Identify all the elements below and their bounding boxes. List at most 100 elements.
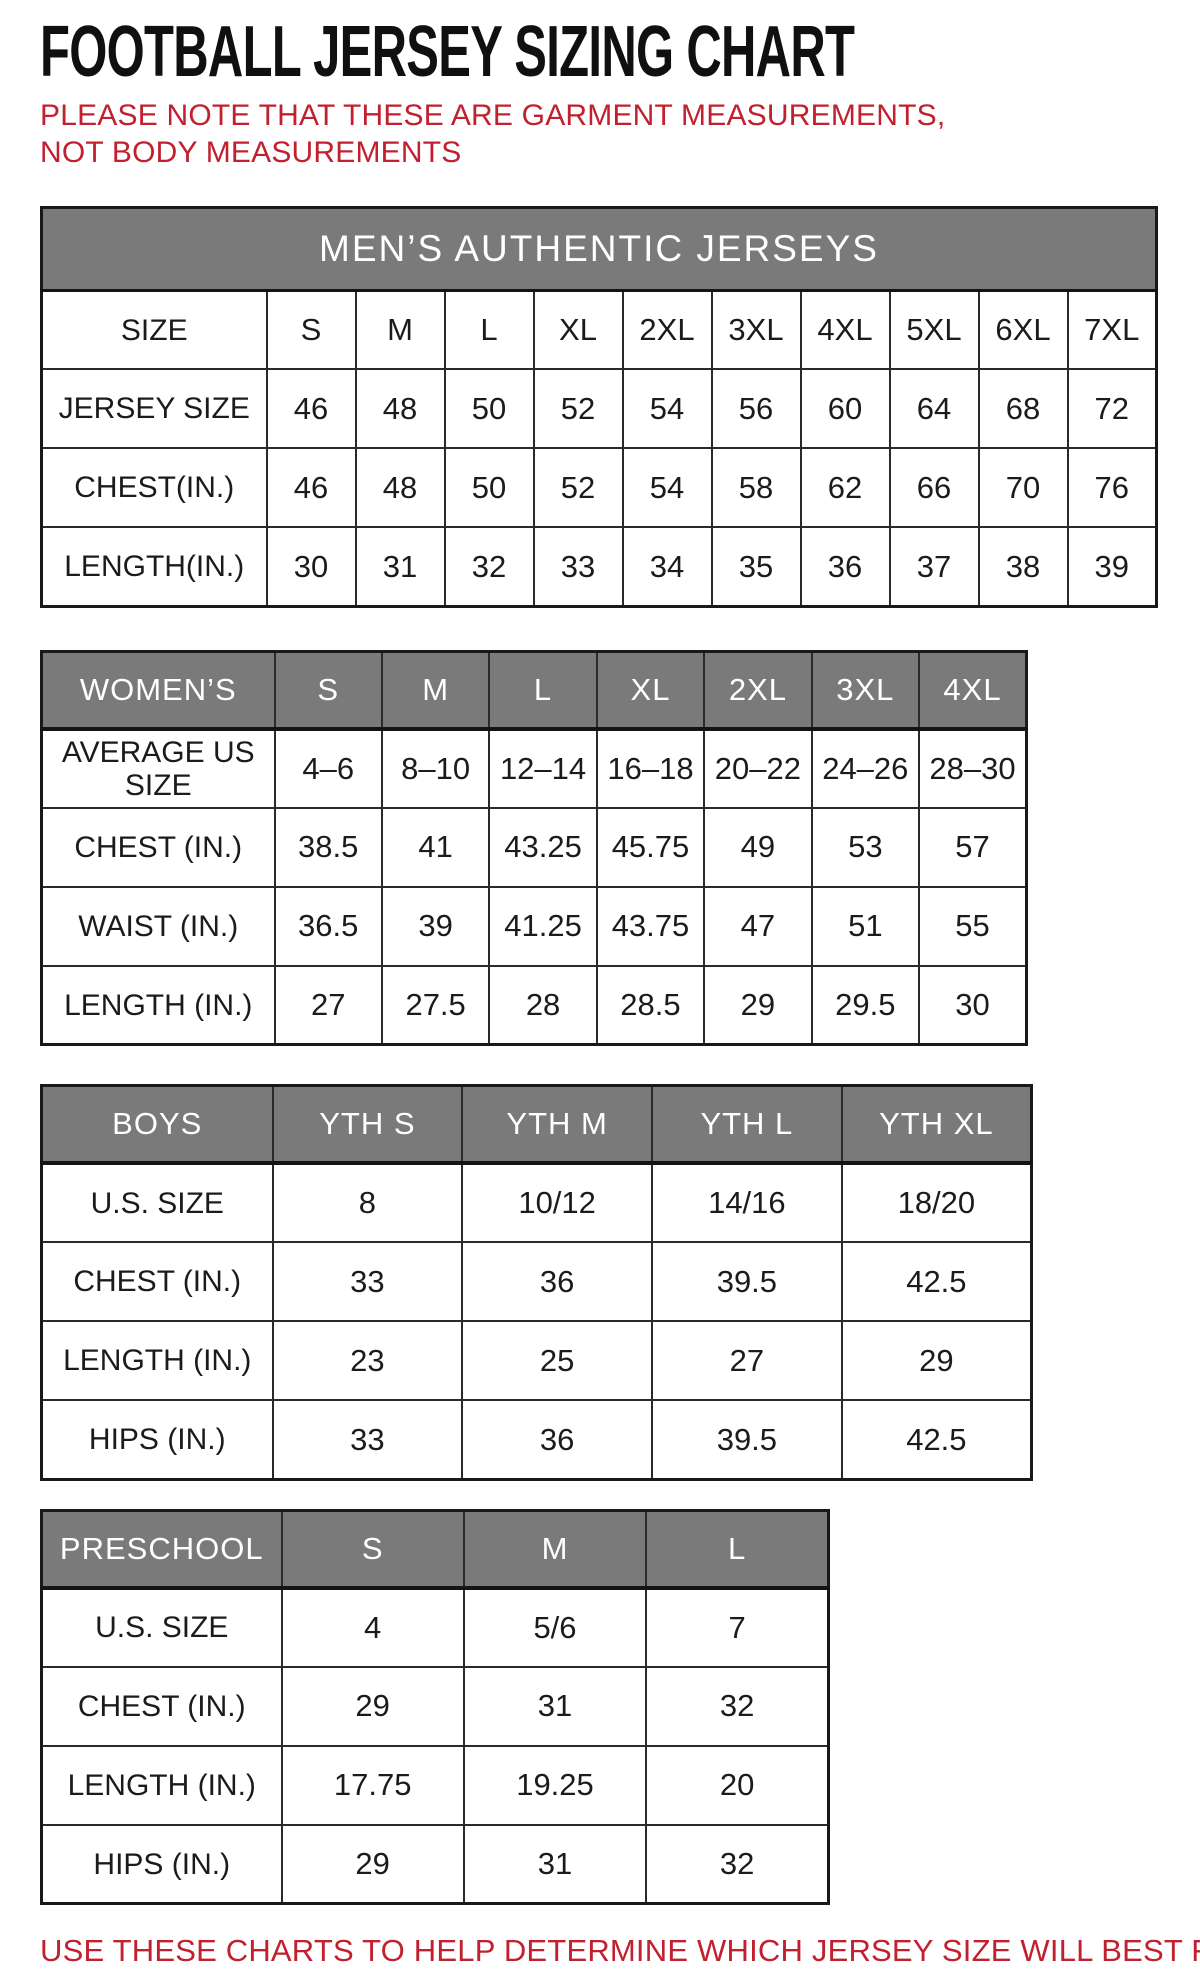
cell-value: 72 bbox=[1066, 368, 1158, 450]
row-label: SIZE bbox=[40, 289, 268, 371]
cell-value: 28 bbox=[488, 964, 598, 1046]
cell-value: S bbox=[265, 289, 357, 371]
table-row: LENGTH (IN.) 27 27.5 28 28.5 29 29.5 30 bbox=[40, 964, 1028, 1046]
cell-value: 37 bbox=[888, 526, 980, 608]
cell-value: 29 bbox=[280, 1665, 465, 1747]
cell-value: 36.5 bbox=[273, 885, 383, 967]
cell-value: 42.5 bbox=[840, 1241, 1033, 1323]
cell-value: 27 bbox=[273, 964, 383, 1046]
womens-header-label: WOMEN’S bbox=[40, 650, 276, 731]
cell-value: 36 bbox=[799, 526, 891, 608]
row-label: HIPS (IN.) bbox=[40, 1399, 274, 1481]
col-header: S bbox=[273, 650, 383, 731]
womens-sizing-table: WOMEN’S S M L XL 2XL 3XL 4XL AVERAGE US SIZE 4–6 8… bbox=[40, 649, 1028, 1047]
row-label: CHEST (IN.) bbox=[40, 806, 276, 888]
cell-value: 60 bbox=[799, 368, 891, 450]
cell-value: 32 bbox=[645, 1823, 830, 1905]
cell-value: 56 bbox=[710, 368, 802, 450]
row-label: WAIST (IN.) bbox=[40, 885, 276, 967]
cell-value: 52 bbox=[532, 368, 624, 450]
cell-value: 54 bbox=[621, 368, 713, 450]
cell-value: 64 bbox=[888, 368, 980, 450]
cell-value: 50 bbox=[443, 368, 535, 450]
cell-value: 18/20 bbox=[840, 1162, 1033, 1244]
cell-value: 39 bbox=[380, 885, 491, 967]
cell-value: 58 bbox=[710, 447, 802, 529]
col-header: YTH XL bbox=[840, 1084, 1033, 1166]
boys-sizing-table: BOYS YTH S YTH M YTH L YTH XL U.S. SIZE 8 10/12… bbox=[40, 1084, 1033, 1481]
cell-value: 50 bbox=[443, 447, 535, 529]
cell-value: 23 bbox=[271, 1320, 464, 1402]
table-row: CHEST (IN.) 29 31 32 bbox=[40, 1665, 830, 1747]
cell-value: 33 bbox=[271, 1241, 464, 1323]
cell-value: 31 bbox=[354, 526, 446, 608]
row-label: AVERAGE US SIZE bbox=[40, 727, 276, 809]
table-row: JERSEY SIZE 46 48 50 52 54 56 60 64 68 72 bbox=[40, 368, 1158, 450]
cell-value: 33 bbox=[271, 1399, 464, 1481]
table-row: U.S. SIZE 8 10/12 14/16 18/20 bbox=[40, 1162, 1033, 1244]
cell-value: 48 bbox=[354, 368, 446, 450]
cell-value: 17.75 bbox=[280, 1744, 465, 1826]
table-header-row: BOYS YTH S YTH M YTH L YTH XL bbox=[40, 1084, 1033, 1166]
preschool-sizing-table: PRESCHOOL S M L U.S. SIZE 4 5/6 7 CHEST (IN.) 29 3… bbox=[40, 1508, 830, 1906]
garment-measurements-note: PLEASE NOTE THAT THESE ARE GARMENT MEASU… bbox=[40, 99, 946, 169]
row-label: HIPS (IN.) bbox=[40, 1823, 283, 1905]
table-row: CHEST(IN.) 46 48 50 52 54 58 62 66 70 76 bbox=[40, 447, 1158, 529]
row-label: CHEST (IN.) bbox=[40, 1241, 274, 1323]
table-row: LENGTH(IN.) 30 31 32 33 34 35 36 37 38 39 bbox=[40, 526, 1158, 608]
col-header: 4XL bbox=[918, 650, 1028, 731]
boys-header-label: BOYS bbox=[40, 1084, 274, 1166]
cell-value: 62 bbox=[799, 447, 891, 529]
col-header: YTH L bbox=[651, 1084, 843, 1166]
cell-value: 3XL bbox=[710, 289, 802, 371]
cell-value: 28–30 bbox=[918, 727, 1028, 809]
table-row: CHEST (IN.) 33 36 39.5 42.5 bbox=[40, 1241, 1033, 1323]
cell-value: 34 bbox=[621, 526, 713, 608]
cell-value: 41.25 bbox=[488, 885, 598, 967]
cell-value: 29 bbox=[703, 964, 813, 1046]
cell-value: 7 bbox=[645, 1586, 830, 1668]
table-row: U.S. SIZE 4 5/6 7 bbox=[40, 1586, 830, 1668]
cell-value: 55 bbox=[918, 885, 1028, 967]
row-label: CHEST(IN.) bbox=[40, 447, 268, 529]
col-header: XL bbox=[595, 650, 706, 731]
cell-value: 42.5 bbox=[840, 1399, 1033, 1481]
cell-value: 24–26 bbox=[810, 727, 921, 809]
row-label: U.S. SIZE bbox=[40, 1162, 274, 1244]
cell-value: 5/6 bbox=[462, 1586, 648, 1668]
cell-value: 53 bbox=[810, 806, 921, 888]
cell-value: 36 bbox=[461, 1399, 653, 1481]
table-row: AVERAGE US SIZE 4–6 8–10 12–14 16–18 20–22 24–… bbox=[40, 727, 1028, 809]
cell-value: 47 bbox=[703, 885, 813, 967]
preschool-header-label: PRESCHOOL bbox=[40, 1509, 283, 1590]
page-title: FOOTBALL JERSEY SIZING CHART bbox=[40, 12, 855, 92]
col-header: M bbox=[462, 1509, 648, 1590]
cell-value: 10/12 bbox=[461, 1162, 653, 1244]
col-header: 2XL bbox=[703, 650, 813, 731]
cell-value: 68 bbox=[977, 368, 1069, 450]
cell-value: 33 bbox=[532, 526, 624, 608]
table-row: SIZE S M L XL 2XL 3XL 4XL 5XL 6XL 7XL bbox=[40, 289, 1158, 371]
cell-value: 48 bbox=[354, 447, 446, 529]
cell-value: 38.5 bbox=[273, 806, 383, 888]
cell-value: XL bbox=[532, 289, 624, 371]
col-header: 3XL bbox=[810, 650, 921, 731]
table-header-row: PRESCHOOL S M L bbox=[40, 1509, 830, 1590]
cell-value: 6XL bbox=[977, 289, 1069, 371]
cell-value: 43.75 bbox=[595, 885, 706, 967]
cell-value: 5XL bbox=[888, 289, 980, 371]
cell-value: 2XL bbox=[621, 289, 713, 371]
cell-value: 29 bbox=[840, 1320, 1033, 1402]
row-label: LENGTH (IN.) bbox=[40, 1744, 283, 1826]
cell-value: 8 bbox=[271, 1162, 464, 1244]
table-header-row: WOMEN’S S M L XL 2XL 3XL 4XL bbox=[40, 650, 1028, 731]
cell-value: 46 bbox=[265, 368, 357, 450]
cell-value: 27 bbox=[651, 1320, 843, 1402]
cell-value: 27.5 bbox=[380, 964, 491, 1046]
cell-value: 14/16 bbox=[651, 1162, 843, 1244]
cell-value: 12–14 bbox=[488, 727, 598, 809]
row-label: LENGTH (IN.) bbox=[40, 964, 276, 1046]
cell-value: 39.5 bbox=[651, 1399, 843, 1481]
cell-value: 8–10 bbox=[380, 727, 491, 809]
cell-value: 4–6 bbox=[273, 727, 383, 809]
